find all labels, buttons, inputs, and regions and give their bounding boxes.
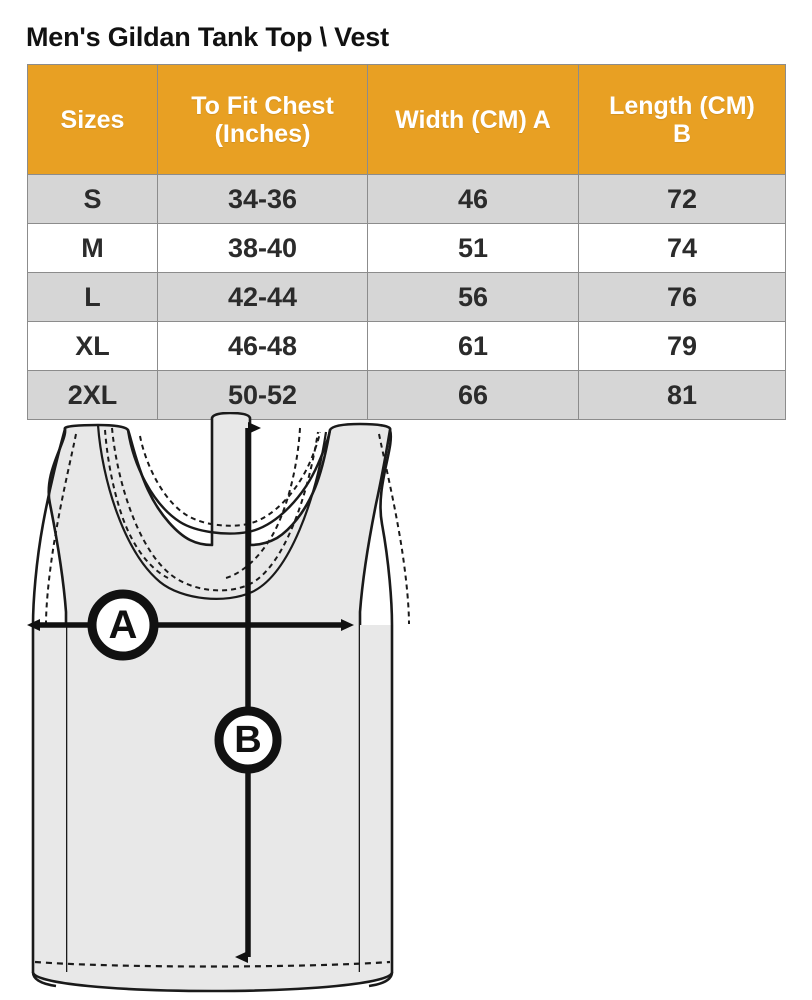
cell-size: S bbox=[27, 174, 158, 224]
table-row: XL 46-48 61 79 bbox=[27, 321, 786, 371]
neckline-front-scoop bbox=[96, 424, 328, 600]
page-title: Men's Gildan Tank Top \ Vest bbox=[26, 22, 389, 52]
size-chart-table: Sizes To Fit Chest (Inches) Width (CM) A… bbox=[27, 64, 786, 420]
column-header-chest: To Fit Chest (Inches) bbox=[157, 64, 368, 175]
right-side-panel bbox=[360, 625, 392, 981]
cell-width: 56 bbox=[367, 272, 579, 322]
cell-length: 74 bbox=[578, 223, 786, 273]
column-header-chest-line-1: To Fit Chest bbox=[191, 91, 334, 120]
cell-chest: 34-36 bbox=[157, 174, 368, 224]
table-row: 2XL 50-52 66 81 bbox=[27, 370, 786, 420]
garment-body-sides bbox=[31, 625, 394, 993]
marker-a-label: A bbox=[109, 603, 138, 647]
front-scoop-edge bbox=[96, 424, 328, 600]
right-armhole-stitch bbox=[378, 433, 410, 625]
column-header-sizes: Sizes bbox=[27, 64, 158, 175]
hem-stitch-line bbox=[34, 960, 391, 968]
right-armhole-seam bbox=[379, 429, 394, 626]
column-header-chest-line-2: (Inches) bbox=[214, 119, 311, 148]
table-row: L 42-44 56 76 bbox=[27, 272, 786, 322]
cell-size: L bbox=[27, 272, 158, 322]
cell-width: 66 bbox=[367, 370, 579, 420]
left-armhole-seam bbox=[31, 428, 67, 626]
tank-top-illustration: A B bbox=[27, 412, 410, 993]
cell-length: 72 bbox=[578, 174, 786, 224]
cell-width: 61 bbox=[367, 321, 579, 371]
cell-length: 79 bbox=[578, 321, 786, 371]
cell-chest: 46-48 bbox=[157, 321, 368, 371]
table-header-row: Sizes To Fit Chest (Inches) Width (CM) A… bbox=[27, 64, 786, 175]
marker-badge-b: B bbox=[214, 706, 282, 774]
column-header-width-line-1: Width (CM) A bbox=[395, 105, 551, 134]
left-side-stitch bbox=[104, 429, 169, 579]
column-header-length: Length (CM) B bbox=[578, 64, 786, 175]
garment-side-panels bbox=[33, 625, 392, 981]
left-armhole-stitch bbox=[45, 433, 77, 625]
cell-width: 51 bbox=[367, 223, 579, 273]
cell-chest: 42-44 bbox=[157, 272, 368, 322]
cell-length: 76 bbox=[578, 272, 786, 322]
cell-size: XL bbox=[27, 321, 158, 371]
cell-size: M bbox=[27, 223, 158, 273]
column-header-length-line-2: B bbox=[672, 119, 692, 148]
table-row: M 38-40 51 74 bbox=[27, 223, 786, 273]
table-row: S 34-36 46 72 bbox=[27, 174, 786, 224]
garment-body-shape bbox=[47, 412, 392, 986]
column-header-width: Width (CM) A bbox=[367, 64, 579, 175]
left-side-panel bbox=[33, 625, 66, 981]
column-header-sizes-line-1: Sizes bbox=[60, 105, 125, 134]
cell-size: 2XL bbox=[27, 370, 158, 420]
cell-width: 46 bbox=[367, 174, 579, 224]
armhole-stitch-lines bbox=[45, 427, 410, 625]
garment-outline bbox=[31, 412, 394, 986]
column-header-length-line-1: Length (CM) bbox=[609, 91, 755, 120]
marker-badge-a: A bbox=[87, 589, 159, 661]
marker-b-label: B bbox=[234, 719, 261, 761]
marker-a-circle bbox=[87, 589, 159, 661]
front-scoop-stitch bbox=[111, 427, 319, 592]
cell-chest: 50-52 bbox=[157, 370, 368, 420]
marker-b-circle bbox=[214, 706, 282, 774]
cell-chest: 38-40 bbox=[157, 223, 368, 273]
bottom-hem-edge bbox=[31, 971, 394, 993]
cell-length: 81 bbox=[578, 370, 786, 420]
right-strap-stitch bbox=[225, 427, 301, 579]
